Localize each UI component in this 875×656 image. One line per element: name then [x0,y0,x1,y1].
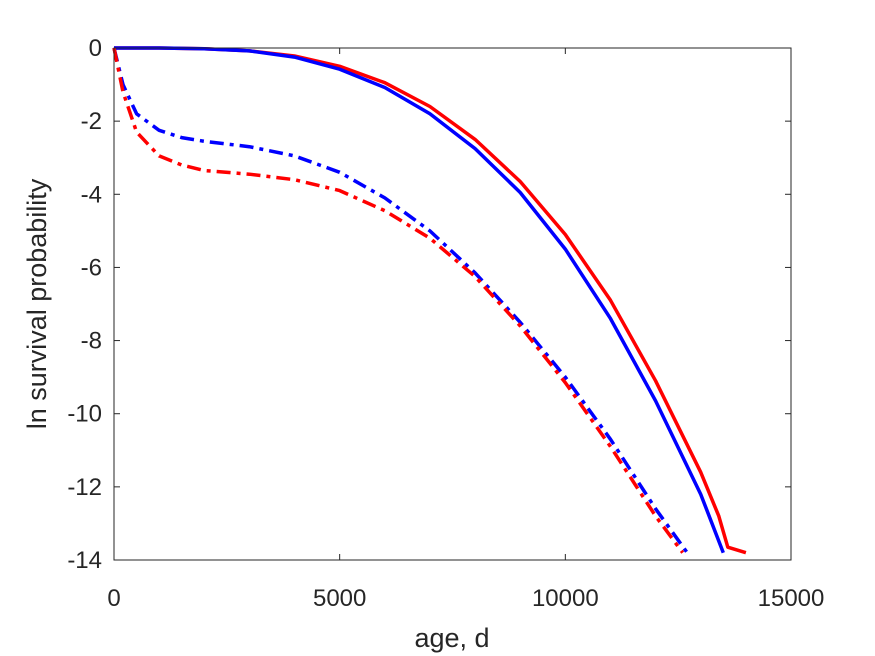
plot-frame [113,47,792,561]
x-axis-title: age, d [414,623,489,653]
y-tick-label: -4 [81,181,102,208]
y-tick-label: -8 [81,328,102,355]
y-tick-label: -10 [67,401,102,428]
x-tick-label: 15000 [758,585,825,612]
x-tick-label: 5000 [313,585,366,612]
series-line-3-dashdot [112,47,689,554]
y-tick-label: 0 [89,35,102,62]
series-line-4-dashdot [112,47,685,554]
x-tick-label: 10000 [532,585,599,612]
ticks-layer: 0 5000 10000 15000 -14 -12 -10 -8 -6 -4 -2 0 [67,35,824,612]
y-tick-label: -12 [67,474,102,501]
y-axis-title: ln survival probability [22,178,52,429]
x-tick-label: 0 [107,585,120,612]
y-tick-label: -2 [81,108,102,135]
y-tick-label: -6 [81,254,102,281]
series-line-2-solid [114,46,725,554]
series-layer [112,46,747,555]
y-tick-label: -14 [67,547,102,574]
